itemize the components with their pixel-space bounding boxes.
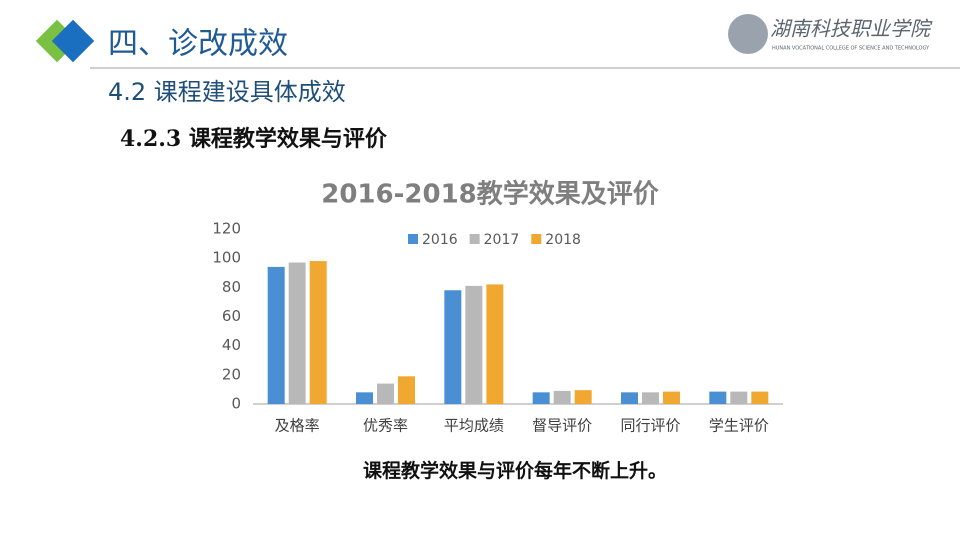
y-tick-label: 0 — [231, 395, 241, 413]
x-tick-label: 同行评价 — [620, 417, 680, 435]
school-name: 湖南科技职业学院 — [770, 17, 933, 41]
bar — [730, 391, 748, 404]
bar — [377, 383, 394, 404]
bar — [288, 262, 306, 404]
bar — [444, 290, 462, 404]
caption: 课程教学效果与评价每年不断上升。 — [363, 459, 667, 482]
y-tick-label: 60 — [222, 307, 241, 325]
school-emblem — [728, 14, 768, 54]
bar — [642, 392, 659, 404]
legend-label: 2016 — [422, 232, 458, 248]
legend-swatch — [469, 234, 480, 244]
legend-swatch — [408, 234, 418, 244]
bar — [751, 391, 769, 404]
x-tick-label: 及格率 — [275, 417, 320, 435]
bar — [621, 392, 638, 404]
y-tick-label: 120 — [212, 220, 241, 238]
y-tick-label: 80 — [222, 278, 241, 296]
bar — [553, 390, 571, 404]
y-tick-label: 20 — [222, 365, 241, 383]
legend-label: 2017 — [484, 232, 520, 248]
y-tick-label: 100 — [212, 249, 241, 267]
bar — [486, 284, 504, 404]
y-tick-label: 40 — [222, 336, 241, 354]
section-title: 4.2.3 课程教学效果与评价 — [120, 126, 388, 152]
header-title: 四、诊改成效 — [108, 27, 288, 62]
bar — [532, 392, 550, 404]
legend-swatch — [531, 234, 542, 244]
subtitle: 4.2 课程建设具体成效 — [108, 78, 346, 106]
bar — [267, 266, 285, 404]
bar — [356, 392, 373, 404]
x-tick-label: 督导评价 — [532, 417, 592, 435]
bar — [398, 376, 415, 404]
x-tick-label: 学生评价 — [709, 417, 769, 435]
bar — [465, 285, 483, 404]
x-tick-label: 优秀率 — [363, 417, 408, 435]
bar — [574, 390, 592, 404]
bar — [709, 391, 727, 404]
bar — [309, 261, 327, 404]
school-english: HUNAN VOCATIONAL COLLEGE OF SCIENCE AND … — [772, 46, 930, 52]
bar — [663, 391, 680, 404]
legend-label: 2018 — [545, 232, 581, 248]
x-tick-label: 平均成绩 — [444, 417, 504, 435]
chart-title: 2016-2018教学效果及评价 — [321, 179, 660, 210]
